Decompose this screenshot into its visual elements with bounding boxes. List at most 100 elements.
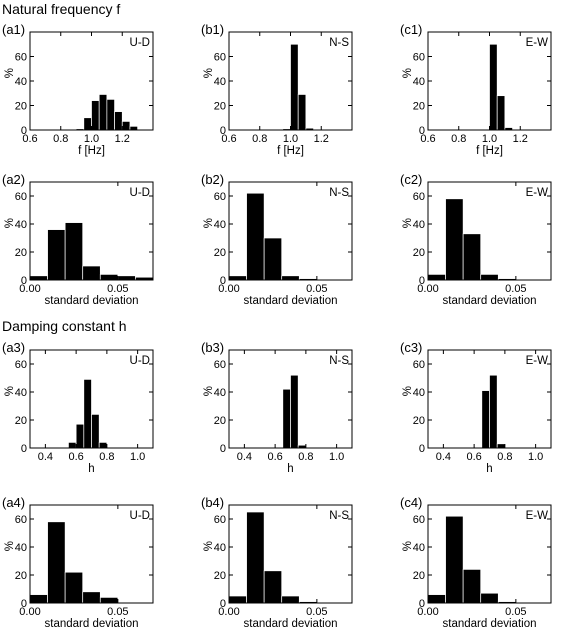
histogram-bar	[114, 111, 123, 131]
y-tick-label: 40	[15, 219, 27, 231]
histogram-bar	[47, 229, 66, 281]
x-tick-label: 0.00	[218, 283, 239, 295]
histogram-bar	[98, 94, 108, 131]
histogram-bar	[427, 594, 446, 604]
x-tick-label: 0.6	[68, 451, 83, 463]
x-tick-label: 0.05	[505, 283, 526, 295]
panel-a4: 0.00 0.05 0 20 40 60 (a4) U-D standard deviation…	[2, 495, 154, 627]
histogram-bar	[496, 95, 506, 131]
histogram-bar	[496, 443, 506, 449]
plot-frame	[29, 349, 154, 449]
histogram-bar	[246, 192, 265, 281]
x-tick-label: 0.8	[451, 133, 466, 145]
x-axis-label: standard deviation	[244, 618, 338, 627]
histogram-bar	[489, 43, 498, 131]
x-tick-label: 1.0	[329, 451, 344, 463]
x-tick-label: 0.6	[466, 451, 481, 463]
x-tick-label: 0.05	[306, 606, 327, 618]
histogram-bar	[228, 275, 247, 281]
histogram-bar	[228, 595, 247, 604]
plot-frame	[228, 349, 353, 449]
x-tick-label: 0.6	[221, 133, 236, 145]
y-tick-label: 0	[419, 443, 425, 455]
histogram-bar	[480, 274, 499, 281]
histogram-bar	[445, 198, 464, 281]
histogram-bar	[82, 591, 101, 604]
x-tick-label: 0.6	[420, 133, 435, 145]
y-tick-label: 60	[214, 359, 226, 371]
direction-label: U-D	[130, 187, 150, 199]
y-tick-label: 60	[413, 191, 425, 203]
x-tick-label: 0.00	[218, 606, 239, 618]
histogram-bar	[83, 379, 92, 449]
panel-label: (c1)	[400, 22, 422, 37]
y-tick-label: 20	[413, 570, 425, 582]
panel-a3: 0.4 0.6 0.8 1.0 0 20 40 60 (a3) U-D h%	[2, 340, 154, 475]
plot-frame	[427, 349, 552, 449]
panel-c4: 0.00 0.05 0 20 40 60 (c4) E-W standard deviation…	[400, 495, 552, 627]
y-tick-label: 0	[21, 125, 27, 137]
panel-label: (b4)	[201, 495, 224, 510]
panel-label: (c2)	[400, 172, 422, 187]
y-axis-label: %	[402, 68, 414, 78]
y-tick-label: 20	[15, 570, 27, 582]
y-axis-label: %	[4, 541, 16, 551]
section-title-damping: Damping constant h	[2, 318, 127, 334]
y-tick-label: 0	[21, 443, 27, 455]
y-tick-label: 0	[419, 598, 425, 610]
x-tick-label: 1.0	[84, 133, 99, 145]
histogram-bar	[91, 100, 100, 131]
x-axis-label: standard deviation	[45, 295, 139, 307]
x-tick-label: 1.0	[283, 133, 298, 145]
x-tick-label: 0.8	[252, 133, 267, 145]
panel-b1: 0.6 0.8 1.0 1.2 0 20 40 60 (b1) N-S f [Hz]%	[201, 22, 353, 157]
y-tick-label: 40	[413, 387, 425, 399]
histogram-bar	[281, 595, 300, 604]
histogram-bar	[246, 511, 265, 604]
y-tick-label: 60	[214, 52, 226, 64]
histogram-bar	[489, 374, 498, 449]
y-tick-label: 0	[220, 598, 226, 610]
y-tick-label: 20	[413, 101, 425, 113]
y-tick-label: 40	[214, 387, 226, 399]
histogram-bar	[427, 274, 446, 281]
histogram-bar	[445, 515, 464, 604]
direction-label: E-W	[526, 37, 549, 49]
direction-label: E-W	[526, 187, 549, 199]
histogram-bar	[75, 423, 85, 449]
y-axis-label: %	[203, 218, 215, 228]
y-tick-label: 40	[214, 542, 226, 554]
panel-label: (b3)	[201, 340, 224, 355]
histogram-bar	[29, 275, 48, 281]
x-tick-label: 1.0	[482, 133, 497, 145]
direction-label: E-W	[526, 355, 549, 367]
y-tick-label: 60	[15, 359, 27, 371]
direction-label: N-S	[329, 355, 349, 367]
histogram-bar	[481, 390, 490, 449]
x-tick-label: 0.8	[53, 133, 68, 145]
histogram-bar	[106, 99, 115, 131]
panel-label: (c4)	[400, 495, 422, 510]
x-axis-label: standard deviation	[443, 618, 537, 627]
y-tick-label: 40	[413, 542, 425, 554]
histogram-bar	[282, 388, 291, 449]
x-tick-label: 0.6	[22, 133, 37, 145]
x-tick-label: 0.8	[99, 451, 114, 463]
x-tick-label: 0.4	[38, 451, 53, 463]
panel-label: (a2)	[2, 172, 25, 187]
plot-frame	[427, 181, 552, 281]
y-tick-label: 60	[413, 52, 425, 64]
y-axis-label: %	[402, 386, 414, 396]
x-axis-label: h	[486, 463, 492, 475]
y-tick-label: 0	[220, 275, 226, 287]
y-tick-label: 40	[413, 219, 425, 231]
y-tick-label: 0	[220, 125, 226, 137]
y-tick-label: 20	[413, 247, 425, 259]
histogram-bar	[99, 597, 119, 604]
y-tick-label: 40	[214, 219, 226, 231]
histogram-bar	[68, 442, 77, 449]
x-axis-label: standard deviation	[244, 295, 338, 307]
x-tick-label: 1.2	[513, 133, 528, 145]
direction-label: E-W	[526, 510, 549, 522]
panel-label: (a4)	[2, 495, 25, 510]
